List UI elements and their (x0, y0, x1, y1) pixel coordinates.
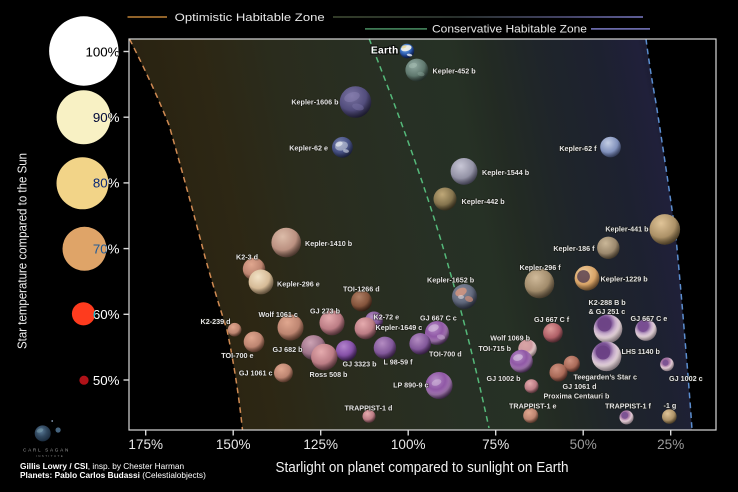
svg-text:Kepler-62 e: Kepler-62 e (289, 143, 328, 152)
svg-text:GJ 667 C f: GJ 667 C f (534, 315, 570, 324)
svg-text:Conservative Habitable Zone: Conservative Habitable Zone (432, 24, 587, 36)
svg-text:Kepler-186 f: Kepler-186 f (553, 244, 595, 253)
svg-text:Teegarden’s Star c: Teegarden’s Star c (574, 372, 638, 381)
svg-text:Kepler-1229 b: Kepler-1229 b (601, 274, 649, 283)
svg-text:Kepler-1544 b: Kepler-1544 b (482, 168, 530, 177)
svg-text:70%: 70% (93, 241, 120, 256)
svg-text:TOI-1266 d: TOI-1266 d (343, 284, 380, 293)
svg-text:LP 890-9 c: LP 890-9 c (393, 380, 428, 389)
svg-text:K2-239 d: K2-239 d (201, 317, 231, 326)
svg-text:GJ 273 b: GJ 273 b (310, 306, 341, 315)
svg-text:TOI-715 b: TOI-715 b (478, 344, 511, 353)
svg-text:-1 g: -1 g (664, 401, 677, 410)
svg-text:90%: 90% (93, 110, 120, 125)
svg-text:CARL SAGAN: CARL SAGAN (23, 448, 70, 453)
svg-text:Gillis Lowry / CSI, insp. by C: Gillis Lowry / CSI, insp. by Chester Har… (20, 461, 185, 471)
svg-text:Kepler-1652 b: Kepler-1652 b (427, 275, 475, 284)
svg-text:K2-3 d: K2-3 d (236, 252, 258, 261)
svg-text:TRAPPIST-1 d: TRAPPIST-1 d (345, 403, 393, 412)
svg-text:K2-72 e: K2-72 e (374, 312, 400, 321)
svg-text:Kepler-1606 b: Kepler-1606 b (291, 97, 339, 106)
svg-text:L 98-59 f: L 98-59 f (384, 357, 414, 366)
svg-text:Proxima Centauri b: Proxima Centauri b (544, 391, 611, 400)
svg-text:75%: 75% (482, 437, 509, 452)
svg-text:Kepler-1649 c: Kepler-1649 c (376, 323, 423, 332)
svg-text:TOI-700 e: TOI-700 e (221, 351, 253, 360)
svg-text:Kepler-62 f: Kepler-62 f (559, 144, 597, 153)
svg-text:Starlight on planet compared t: Starlight on planet compared to sunlight… (276, 459, 569, 476)
svg-text:LHS 1140 b: LHS 1140 b (622, 347, 661, 356)
svg-text:GJ 667 C c: GJ 667 C c (420, 313, 457, 322)
svg-text:GJ 667 C e: GJ 667 C e (631, 314, 668, 323)
svg-text:Star temperature compared to t: Star temperature compared to the Sun (16, 153, 30, 349)
svg-text:Kepler-296 f: Kepler-296 f (520, 263, 562, 272)
svg-text:Kepler-452 b: Kepler-452 b (433, 66, 477, 75)
svg-text:125%: 125% (303, 437, 338, 452)
svg-text:GJ 1002 c: GJ 1002 c (669, 374, 703, 383)
svg-text:Planets: Pablo Carlos Budassi: Planets: Pablo Carlos Budassi (Celestial… (20, 470, 206, 480)
svg-text:K2-288 B b: K2-288 B b (589, 298, 627, 307)
svg-text:Kepler-441 b: Kepler-441 b (605, 224, 649, 233)
svg-text:100%: 100% (391, 437, 426, 452)
svg-text:175%: 175% (128, 437, 163, 452)
svg-text:Optimistic Habitable Zone: Optimistic Habitable Zone (175, 12, 325, 24)
svg-text:TRAPPIST-1 f: TRAPPIST-1 f (605, 401, 652, 410)
svg-text:INSTITUTE: INSTITUTE (36, 454, 64, 458)
svg-text:150%: 150% (216, 437, 251, 452)
svg-text:TOI-700 d: TOI-700 d (429, 349, 462, 358)
svg-text:25%: 25% (657, 437, 684, 452)
svg-text:TRAPPIST-1 e: TRAPPIST-1 e (509, 401, 557, 410)
svg-text:GJ 3323 b: GJ 3323 b (343, 359, 378, 368)
svg-text:GJ 1061 c: GJ 1061 c (239, 368, 273, 377)
svg-text:Wolf 1061 c: Wolf 1061 c (259, 310, 298, 319)
svg-text:GJ 682 b: GJ 682 b (273, 345, 304, 354)
svg-text:GJ 1061 d: GJ 1061 d (563, 382, 597, 391)
svg-text:Earth: Earth (371, 46, 399, 57)
svg-text:100%: 100% (85, 44, 119, 59)
svg-text:80%: 80% (93, 176, 120, 191)
svg-text:60%: 60% (93, 307, 120, 322)
svg-text:& GJ 251 c: & GJ 251 c (589, 307, 626, 316)
svg-text:50%: 50% (93, 373, 120, 388)
svg-text:50%: 50% (570, 437, 597, 452)
svg-text:GJ 1002 b: GJ 1002 b (487, 374, 522, 383)
svg-text:Kepler-442 b: Kepler-442 b (462, 197, 506, 206)
svg-text:Kepler-296 e: Kepler-296 e (277, 279, 320, 288)
svg-text:Wolf 1069 b: Wolf 1069 b (490, 333, 530, 342)
svg-text:Ross 508 b: Ross 508 b (310, 370, 349, 379)
svg-text:Kepler-1410 b: Kepler-1410 b (305, 239, 353, 248)
